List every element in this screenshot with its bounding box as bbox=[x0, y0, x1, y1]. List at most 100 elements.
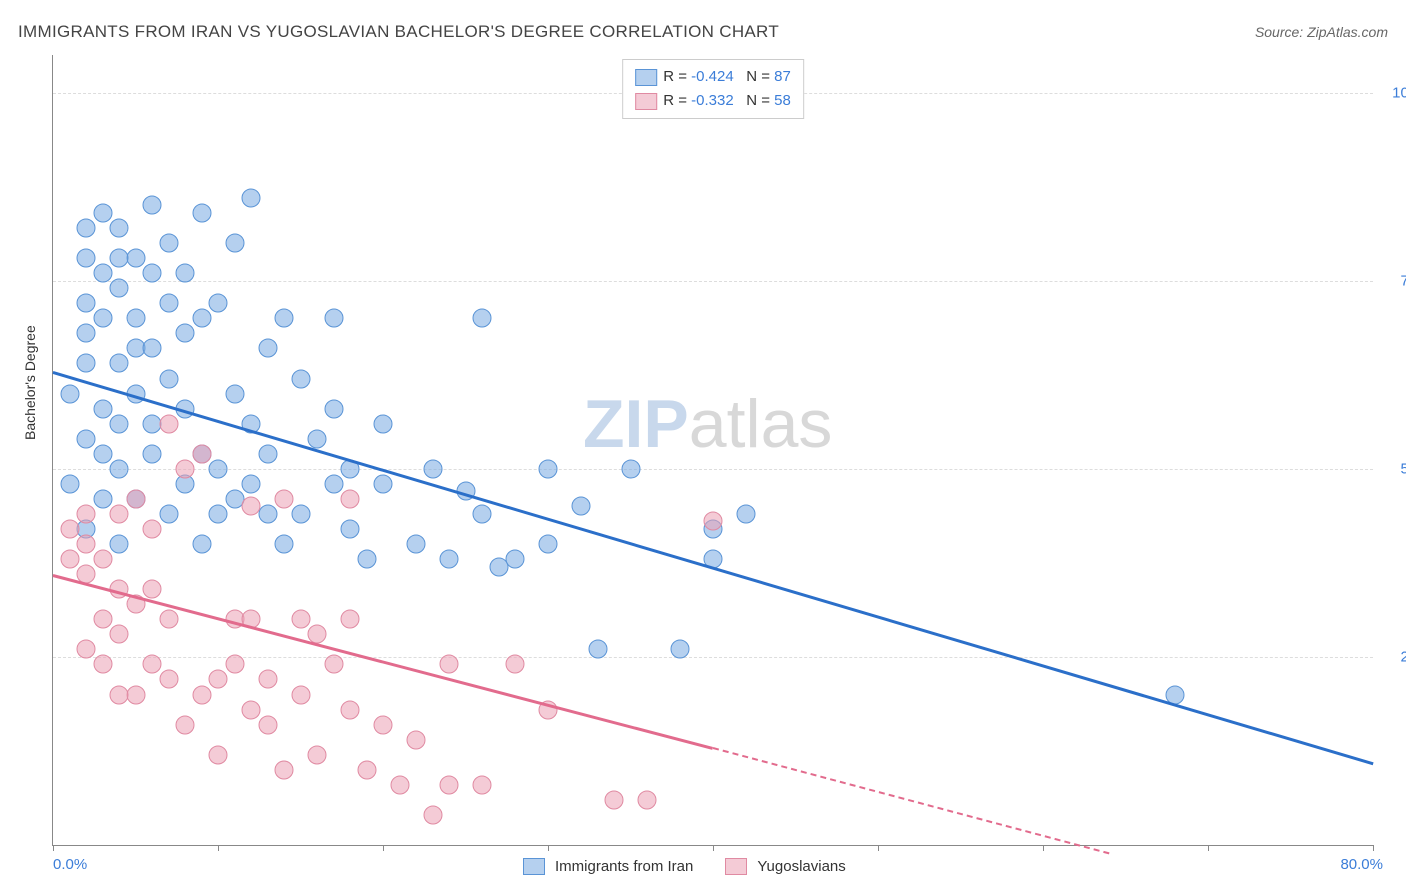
x-label-right: 80.0% bbox=[1340, 856, 1383, 873]
data-point bbox=[605, 790, 624, 809]
data-point bbox=[638, 790, 657, 809]
trend-line bbox=[713, 747, 1110, 854]
data-point bbox=[110, 354, 129, 373]
legend-swatch bbox=[635, 69, 657, 86]
data-point bbox=[159, 504, 178, 523]
legend-series: Immigrants from IranYugoslavians bbox=[523, 858, 868, 875]
data-point bbox=[258, 444, 277, 463]
data-point bbox=[143, 196, 162, 215]
data-point bbox=[93, 489, 112, 508]
watermark: ZIPatlas bbox=[583, 385, 832, 463]
data-point bbox=[110, 219, 129, 238]
data-point bbox=[110, 535, 129, 554]
data-point bbox=[275, 760, 294, 779]
data-point bbox=[275, 489, 294, 508]
data-point bbox=[60, 384, 79, 403]
x-label-left: 0.0% bbox=[53, 856, 87, 873]
data-point bbox=[341, 610, 360, 629]
data-point bbox=[60, 474, 79, 493]
legend-row: R = -0.332 N = 58 bbox=[635, 89, 791, 113]
x-tick-mark bbox=[383, 845, 384, 851]
data-point bbox=[77, 354, 96, 373]
data-point bbox=[275, 535, 294, 554]
data-point bbox=[242, 474, 261, 493]
gridline bbox=[53, 469, 1373, 470]
data-point bbox=[143, 264, 162, 283]
data-point bbox=[126, 489, 145, 508]
data-point bbox=[192, 685, 211, 704]
data-point bbox=[77, 324, 96, 343]
data-point bbox=[143, 339, 162, 358]
data-point bbox=[159, 369, 178, 388]
data-point bbox=[308, 745, 327, 764]
y-tick-label: 100.0% bbox=[1383, 84, 1406, 101]
data-point bbox=[110, 249, 129, 268]
data-point bbox=[93, 399, 112, 418]
data-point bbox=[192, 535, 211, 554]
data-point bbox=[143, 520, 162, 539]
data-point bbox=[110, 685, 129, 704]
data-point bbox=[291, 504, 310, 523]
data-point bbox=[407, 730, 426, 749]
data-point bbox=[209, 745, 228, 764]
data-point bbox=[110, 279, 129, 298]
x-tick-mark bbox=[713, 845, 714, 851]
data-point bbox=[258, 339, 277, 358]
data-point bbox=[93, 309, 112, 328]
data-point bbox=[242, 188, 261, 207]
data-point bbox=[291, 369, 310, 388]
data-point bbox=[126, 249, 145, 268]
data-point bbox=[159, 414, 178, 433]
x-tick-mark bbox=[878, 845, 879, 851]
data-point bbox=[242, 497, 261, 516]
data-point bbox=[291, 610, 310, 629]
legend-row: R = -0.424 N = 87 bbox=[635, 65, 791, 89]
data-point bbox=[258, 504, 277, 523]
data-point bbox=[93, 610, 112, 629]
data-point bbox=[192, 204, 211, 223]
data-point bbox=[225, 384, 244, 403]
x-tick-mark bbox=[548, 845, 549, 851]
data-point bbox=[159, 234, 178, 253]
data-point bbox=[192, 309, 211, 328]
data-point bbox=[374, 474, 393, 493]
data-point bbox=[572, 497, 591, 516]
data-point bbox=[506, 655, 525, 674]
plot-area: ZIPatlas 25.0%50.0%75.0%100.0%0.0%80.0%R… bbox=[52, 55, 1373, 846]
data-point bbox=[126, 309, 145, 328]
data-point bbox=[93, 444, 112, 463]
x-tick-mark bbox=[53, 845, 54, 851]
legend-swatch bbox=[523, 858, 545, 875]
y-axis-label: Bachelor's Degree bbox=[22, 325, 38, 440]
x-tick-mark bbox=[1208, 845, 1209, 851]
data-point bbox=[473, 309, 492, 328]
data-point bbox=[473, 504, 492, 523]
data-point bbox=[704, 512, 723, 531]
data-point bbox=[110, 504, 129, 523]
data-point bbox=[192, 444, 211, 463]
x-tick-mark bbox=[1043, 845, 1044, 851]
data-point bbox=[621, 459, 640, 478]
data-point bbox=[275, 309, 294, 328]
legend-swatch bbox=[635, 93, 657, 110]
data-point bbox=[258, 715, 277, 734]
data-point bbox=[126, 685, 145, 704]
data-point bbox=[737, 504, 756, 523]
legend-swatch bbox=[725, 858, 747, 875]
data-point bbox=[77, 429, 96, 448]
data-point bbox=[588, 640, 607, 659]
data-point bbox=[324, 309, 343, 328]
data-point bbox=[77, 249, 96, 268]
data-point bbox=[77, 294, 96, 313]
data-point bbox=[209, 294, 228, 313]
data-point bbox=[93, 264, 112, 283]
data-point bbox=[110, 459, 129, 478]
x-tick-mark bbox=[218, 845, 219, 851]
data-point bbox=[176, 264, 195, 283]
data-point bbox=[93, 655, 112, 674]
data-point bbox=[242, 700, 261, 719]
data-point bbox=[93, 204, 112, 223]
data-point bbox=[506, 550, 525, 569]
data-point bbox=[176, 715, 195, 734]
data-point bbox=[341, 700, 360, 719]
